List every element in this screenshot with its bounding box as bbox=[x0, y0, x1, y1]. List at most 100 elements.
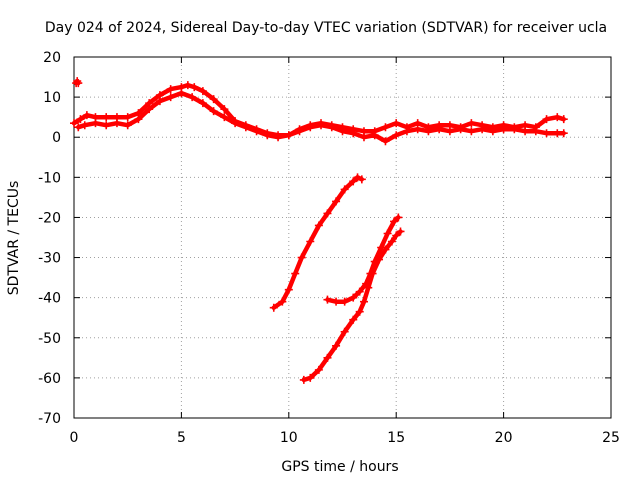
data-point bbox=[392, 231, 401, 240]
data-point bbox=[102, 121, 111, 130]
y-tick-label: -20 bbox=[38, 210, 61, 226]
chart-title: Day 024 of 2024, Sidereal Day-to-day VTE… bbox=[45, 20, 607, 36]
y-tick-label: -30 bbox=[38, 251, 61, 267]
series-trace bbox=[301, 229, 403, 383]
y-tick-label: -70 bbox=[38, 411, 61, 427]
data-point bbox=[209, 95, 218, 104]
data-point bbox=[435, 125, 444, 134]
series-baseline-lower bbox=[74, 89, 568, 146]
data-point bbox=[241, 123, 250, 132]
data-point bbox=[323, 209, 332, 218]
data-point bbox=[510, 125, 519, 134]
data-point bbox=[381, 123, 390, 132]
data-point bbox=[70, 119, 78, 128]
series-track-a bbox=[269, 173, 366, 312]
data-point bbox=[349, 129, 358, 138]
data-point bbox=[359, 133, 368, 142]
data-point bbox=[413, 125, 422, 134]
data-point bbox=[274, 133, 283, 142]
data-point bbox=[252, 127, 261, 136]
data-point bbox=[183, 81, 192, 90]
data-point bbox=[102, 113, 111, 122]
data-point bbox=[317, 121, 326, 130]
tick-labels: 0 5 10 15 20 25 20 10 0 -10 -20 -30 -40 -50 -60 -70 bbox=[38, 50, 620, 446]
data-point bbox=[338, 127, 347, 136]
data-point bbox=[332, 341, 341, 350]
data-point bbox=[80, 121, 89, 130]
data-point bbox=[263, 131, 272, 140]
data-point bbox=[123, 121, 132, 130]
data-point bbox=[269, 303, 278, 312]
series-outlier-start bbox=[72, 77, 83, 88]
data-point bbox=[559, 129, 568, 138]
data-point bbox=[166, 85, 175, 94]
data-point bbox=[340, 185, 349, 194]
data-point bbox=[375, 255, 384, 264]
data-point bbox=[291, 269, 300, 278]
y-tick-label: -50 bbox=[38, 331, 61, 347]
x-tick-label: 10 bbox=[280, 430, 298, 446]
data-point bbox=[553, 113, 562, 122]
series-trace bbox=[271, 175, 365, 310]
data-point bbox=[306, 237, 315, 246]
data-point bbox=[349, 293, 358, 302]
data-point bbox=[364, 283, 373, 292]
data-point bbox=[190, 83, 199, 92]
data-point bbox=[349, 315, 358, 324]
x-tick-label: 0 bbox=[70, 430, 79, 446]
data-point bbox=[424, 127, 433, 136]
data-point bbox=[340, 327, 349, 336]
data-point bbox=[123, 113, 132, 122]
x-tick-label: 15 bbox=[387, 430, 405, 446]
data-point bbox=[381, 137, 390, 146]
data-point bbox=[396, 227, 405, 236]
grid-lines bbox=[74, 57, 611, 418]
data-point bbox=[188, 93, 197, 102]
data-point bbox=[381, 245, 390, 254]
data-point bbox=[220, 113, 229, 122]
data-point bbox=[82, 111, 91, 120]
data-point bbox=[392, 131, 401, 140]
data-point bbox=[357, 175, 366, 184]
data-point bbox=[445, 127, 454, 136]
x-tick-label: 25 bbox=[602, 430, 620, 446]
data-point bbox=[355, 287, 364, 296]
data-point bbox=[74, 123, 83, 132]
data-point bbox=[220, 105, 229, 114]
data-point bbox=[394, 213, 403, 222]
data-point bbox=[198, 99, 207, 108]
data-point bbox=[383, 229, 392, 238]
data-point bbox=[198, 87, 207, 96]
data-point bbox=[74, 79, 83, 88]
data-point bbox=[370, 131, 379, 140]
y-tick-label: 0 bbox=[52, 130, 61, 146]
data-point bbox=[467, 127, 476, 136]
x-axis-label: GPS time / hours bbox=[281, 459, 398, 475]
data-point bbox=[278, 297, 287, 306]
data-point bbox=[332, 197, 341, 206]
data-point bbox=[355, 307, 364, 316]
series-track-c bbox=[299, 227, 405, 384]
y-tick-label: -40 bbox=[38, 291, 61, 307]
data-point bbox=[91, 119, 100, 128]
data-markers bbox=[70, 77, 568, 384]
x-tick-label: 20 bbox=[495, 430, 513, 446]
data-point bbox=[531, 127, 540, 136]
data-point bbox=[209, 107, 218, 116]
data-point bbox=[295, 127, 304, 136]
x-tick-label: 5 bbox=[177, 430, 186, 446]
data-point bbox=[306, 373, 315, 382]
data-point bbox=[76, 115, 85, 124]
data-point bbox=[521, 127, 530, 136]
data-point bbox=[368, 269, 377, 278]
data-point bbox=[377, 243, 386, 252]
data-point bbox=[467, 119, 476, 128]
y-tick-label: 10 bbox=[43, 90, 61, 106]
data-point bbox=[323, 295, 332, 304]
data-point bbox=[353, 173, 362, 182]
data-point bbox=[284, 131, 293, 140]
data-point bbox=[332, 297, 341, 306]
data-point bbox=[306, 123, 315, 132]
